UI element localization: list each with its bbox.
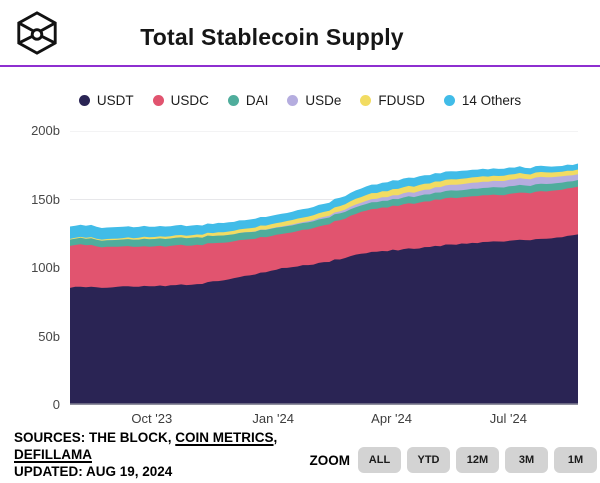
legend-label: FDUSD <box>378 93 425 108</box>
chart-legend: USDT USDC DAI USDe FDUSD 14 Others <box>0 93 600 108</box>
legend-item-dai[interactable]: DAI <box>227 93 269 108</box>
page-title: Total Stablecoin Supply <box>140 24 404 50</box>
legend-item-usde[interactable]: USDe <box>287 93 341 108</box>
source-link-coin-metrics[interactable]: COIN METRICS <box>175 430 274 445</box>
y-axis-label-200b: 200b <box>31 123 60 138</box>
legend-dot-dai <box>227 95 239 106</box>
legend-dot-fdusd <box>360 95 372 106</box>
y-axis-label-100b: 100b <box>31 260 60 275</box>
legend-item-14-others[interactable]: 14 Others <box>443 93 522 108</box>
x-axis-label-oct-23: Oct '23 <box>131 411 173 426</box>
sources-separator: , <box>273 430 278 445</box>
legend-item-usdc[interactable]: USDC <box>152 93 209 108</box>
the-block-logo-icon <box>17 11 57 55</box>
zoom-label: ZOOM <box>309 452 351 468</box>
zoom-button-ytd[interactable]: YTD <box>407 447 450 473</box>
y-axis-label-150b: 150b <box>31 191 60 207</box>
source-link-defillama[interactable]: DEFILLAMA <box>14 447 92 462</box>
zoom-controls: ZOOM ALL YTD 12M 3M 1M <box>309 447 597 473</box>
stablecoin-supply-stacked-area-chart <box>70 131 578 405</box>
sources-prefix: SOURCES: THE BLOCK, <box>14 430 176 445</box>
legend-item-usdt[interactable]: USDT <box>78 93 134 108</box>
header-divider <box>0 65 600 67</box>
legend-label: DAI <box>245 93 269 108</box>
sources-text: SOURCES: THE BLOCK, COIN METRICS, DEFILL… <box>14 429 319 480</box>
legend-label: USDe <box>305 93 342 108</box>
y-axis-label-0: 0 <box>52 397 60 412</box>
y-axis-label-50b: 50b <box>38 328 60 344</box>
legend-dot-usdt <box>78 95 90 106</box>
legend-label: USDC <box>170 93 209 108</box>
zoom-button-1m[interactable]: 1M <box>554 447 597 473</box>
legend-label: USDT <box>96 93 134 108</box>
legend-dot-usde <box>287 95 299 106</box>
x-axis-label-apr-24: Apr '24 <box>371 411 412 426</box>
x-axis-label-jan-24: Jan '24 <box>252 411 294 426</box>
legend-dot-14-others <box>443 95 455 106</box>
zoom-button-12m[interactable]: 12M <box>456 447 499 473</box>
legend-dot-usdc <box>152 95 164 106</box>
zoom-button-group: ALL YTD 12M 3M 1M <box>358 447 597 473</box>
legend-label: 14 Others <box>461 93 522 108</box>
area-usdt <box>70 234 578 405</box>
updated-text: UPDATED: AUG 19, 2024 <box>14 464 173 479</box>
x-axis-label-jul-24: Jul '24 <box>489 411 527 426</box>
legend-item-fdusd[interactable]: FDUSD <box>360 93 425 108</box>
zoom-button-all[interactable]: ALL <box>358 447 401 473</box>
zoom-button-3m[interactable]: 3M <box>505 447 548 473</box>
